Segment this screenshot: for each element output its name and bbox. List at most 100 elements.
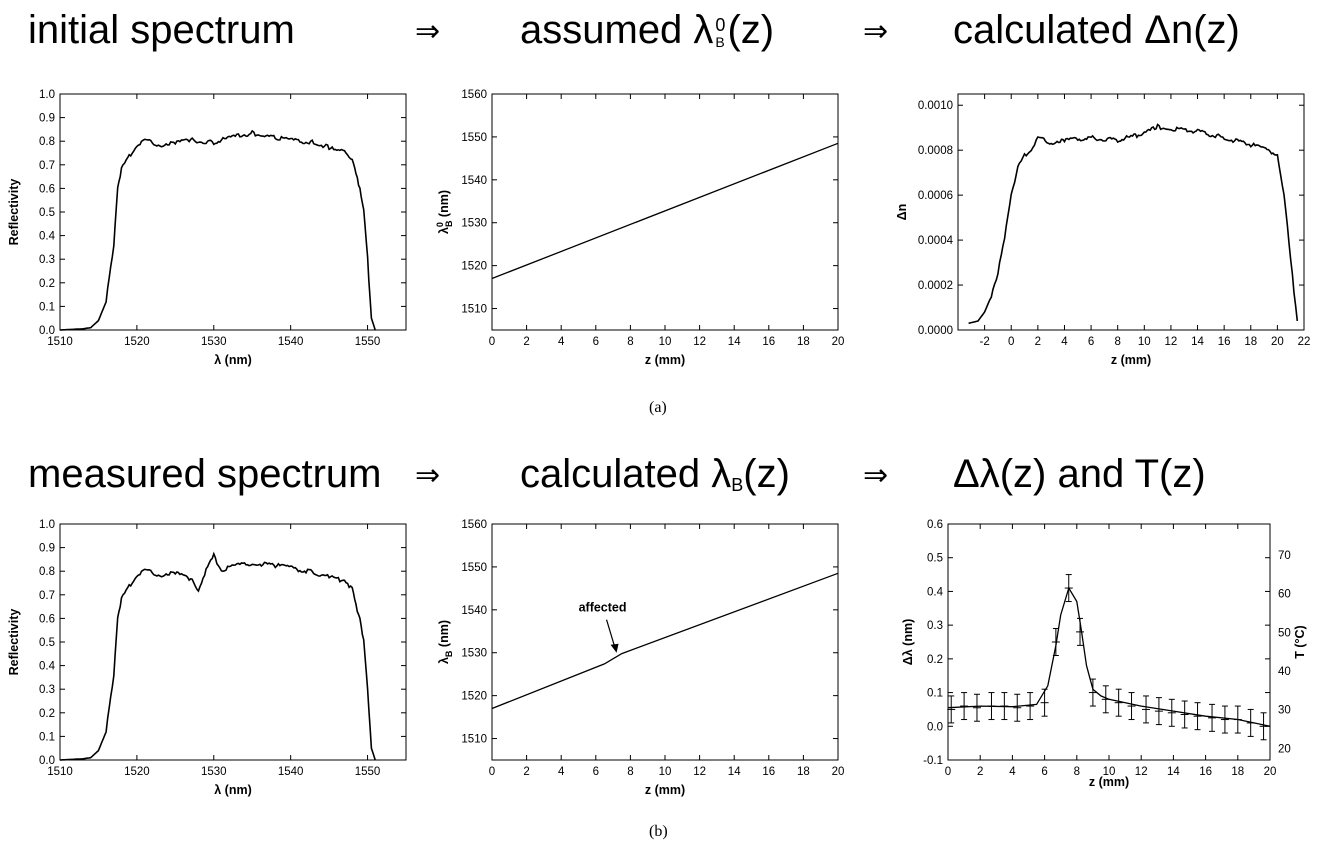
y-tick-label: 1560 [461,89,487,101]
y-tick-label: 0.0006 [918,190,953,202]
data-point [1220,705,1229,734]
y-tick-label: 0.8 [39,136,55,148]
y-tick-label: 0.5 [39,637,55,649]
y-tick-label: 0.0002 [918,280,953,292]
chart-calculated-index-modulation: -2 0 2 4 6 8 10 12 14 16 18 20 22 0.0000 0.0002 0.0004 0… [895,93,1310,367]
x-tick-label: 6 [593,336,599,348]
x-tick-label: 18 [1244,336,1257,348]
x-tick-label: 1520 [124,766,150,778]
y-tick-label: 1510 [461,734,487,746]
x-tick-label: 1510 [47,766,73,778]
y2-axis-label: T (°C) [1293,625,1307,658]
y-tick-label: 1560 [461,519,487,531]
y-tick-label: 0.5 [39,207,55,219]
x-tick-label: 16 [1218,336,1231,348]
x-tick-label: 2 [523,336,529,348]
x-tick-label: 8 [1114,336,1120,348]
y-axis-label: Reflectivity [7,179,21,246]
x-tick-label: 1530 [201,336,227,348]
y-tick-label: 1.0 [39,89,55,101]
plot-frame [957,93,1305,331]
y-axis-label: Δλ (nm) [901,619,915,665]
header-b-measured-spectrum: measured spectrum [28,452,382,496]
data-point [1193,702,1202,731]
x-tick-label: 12 [1135,766,1148,778]
x-tick-label: 18 [1231,766,1244,778]
y-tick-label: 0.2 [927,654,943,666]
y-tick-label: 0.2 [39,708,55,720]
x-tick-label: 0 [1008,336,1014,348]
y-tick-label: 0.7 [39,160,55,172]
header-a-arrow-2: ⇒ [863,15,889,48]
y-tick-label: 1540 [461,605,487,617]
series-line [968,123,1299,325]
plot-frame [59,523,407,761]
chart-assumed-bragg-wavelength: 0 2 4 6 8 10 12 14 16 18 20 1510 1520 1530 1540 1550 156… [435,89,845,367]
plot-frame [491,93,839,331]
y2-tick-label: 30 [1278,705,1291,717]
y-tick-label: 0.8 [39,566,55,578]
y-tick-label: 0.9 [39,113,55,125]
caption-a: (a) [649,399,667,416]
y-tick-label: 0.0 [39,755,55,767]
chart-calculated-bragg-wavelength: 0 2 4 6 8 10 12 14 16 18 20 1510 1520 1530 1540 1550 156… [437,519,845,797]
y-tick-label: 0.0010 [918,100,953,112]
y2-tick-label: 40 [1278,666,1291,678]
y-tick-label: 0.4 [927,586,944,598]
data-point [1114,688,1123,717]
y2-tick-label: 50 [1278,627,1291,639]
y-tick-label: 0.1 [39,301,55,313]
x-tick-label: 20 [832,336,845,348]
data-point [1026,692,1035,721]
y-tick-label: 0.6 [927,519,943,531]
x-axis-label: z (mm) [645,783,685,797]
x-tick-label: 0 [489,766,495,778]
x-tick-label: 18 [797,336,810,348]
y-tick-label: 1550 [461,562,487,574]
data-point [1246,708,1255,737]
x-tick-label: 20 [832,766,845,778]
y2-tick-label: 60 [1278,589,1291,601]
y-tick-label: 0.3 [39,684,55,696]
data-point [960,692,969,721]
plot-frame [59,93,407,331]
data-point [947,695,956,724]
y-tick-label: -0.1 [923,755,943,767]
x-tick-label: 16 [1199,766,1212,778]
x-tick-label: 18 [797,766,810,778]
series-line [491,572,839,710]
x-tick-label: 20 [1264,766,1277,778]
y-tick-label: 0.0 [927,721,943,733]
y-tick-label: 0.7 [39,590,55,602]
x-tick-label: 20 [1271,336,1284,348]
y-tick-label: 0.1 [39,731,55,743]
x-tick-label: 8 [1074,766,1080,778]
y-tick-label: 0.1 [927,688,943,700]
x-tick-label: 4 [558,336,565,348]
annotation-label: affected [579,601,627,615]
x-tick-label: 10 [1138,336,1151,348]
y-tick-label: 1530 [461,648,487,660]
y-axis-label: Δn [895,204,909,221]
y-tick-label: 0.2 [39,278,55,290]
header-a-assumed-lambda: assumed λ 0 B (z) [520,8,775,52]
data-point [1167,698,1176,727]
y-tick-label: 0.5 [927,553,943,565]
x-tick-label: 12 [693,766,706,778]
x-tick-label: 8 [627,766,633,778]
data-point [1013,693,1022,722]
y-tick-label: 1540 [461,175,487,187]
x-axis-label: λ (nm) [214,353,252,367]
data-point [1051,628,1060,656]
x-tick-label: 1520 [124,336,150,348]
plot-frame [947,523,1271,761]
y-tick-label: 0.0004 [918,235,954,247]
y2-tick-label: 20 [1278,743,1291,755]
plot-frame [491,523,839,761]
x-tick-label: 16 [762,336,775,348]
data-point [1101,685,1110,714]
x-tick-label: 2 [523,766,529,778]
x-axis-label: z (mm) [1089,775,1129,789]
chart-initial-spectrum: 1510 1520 1530 1540 1550 0.0 0.1 0.2 0.3 0.4 0.5 0.… [7,89,407,367]
x-tick-label: 4 [558,766,565,778]
